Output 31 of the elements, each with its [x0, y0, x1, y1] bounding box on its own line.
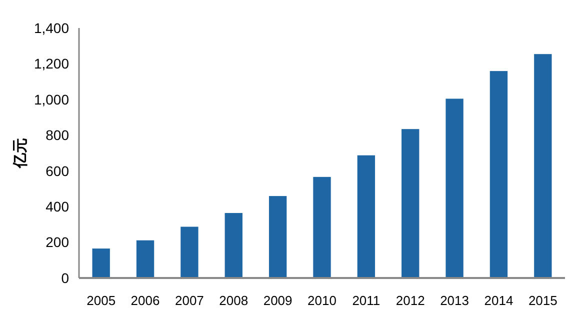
y-tick-label: 200: [46, 234, 70, 250]
x-tick-label: 2005: [86, 293, 116, 308]
bar: [402, 129, 420, 278]
bar: [268, 196, 287, 278]
x-tick-label: 2013: [440, 293, 470, 308]
x-tick-label: 2010: [308, 293, 336, 308]
y-tick-label: 0: [61, 270, 70, 286]
x-tick-label: 2006: [130, 293, 160, 308]
x-tick-label: 2014: [484, 293, 514, 308]
bar: [180, 226, 198, 278]
x-tick-label: 2008: [219, 293, 248, 308]
y-tick-label: 1,200: [34, 56, 70, 72]
x-tick-label: 2012: [396, 293, 425, 308]
x-tick-label: 2009: [263, 293, 292, 308]
x-tick-label: 2015: [528, 293, 558, 308]
bar: [534, 54, 552, 278]
y-axis-title: 亿元: [11, 138, 29, 169]
bar: [357, 155, 376, 278]
bar: [446, 98, 464, 278]
y-tick-label: 800: [46, 127, 70, 144]
y-tick-label: 600: [46, 162, 70, 179]
y-tick-label: 400: [46, 198, 70, 214]
bar: [313, 176, 331, 278]
bar: [224, 213, 242, 278]
bar: [92, 248, 110, 278]
y-tick-label: 1,000: [34, 91, 70, 108]
bar: [490, 71, 508, 278]
y-tick-label: 1,400: [34, 20, 70, 36]
bar: [136, 240, 154, 278]
x-tick-label: 2011: [352, 293, 380, 308]
x-tick-label: 2007: [174, 293, 204, 308]
